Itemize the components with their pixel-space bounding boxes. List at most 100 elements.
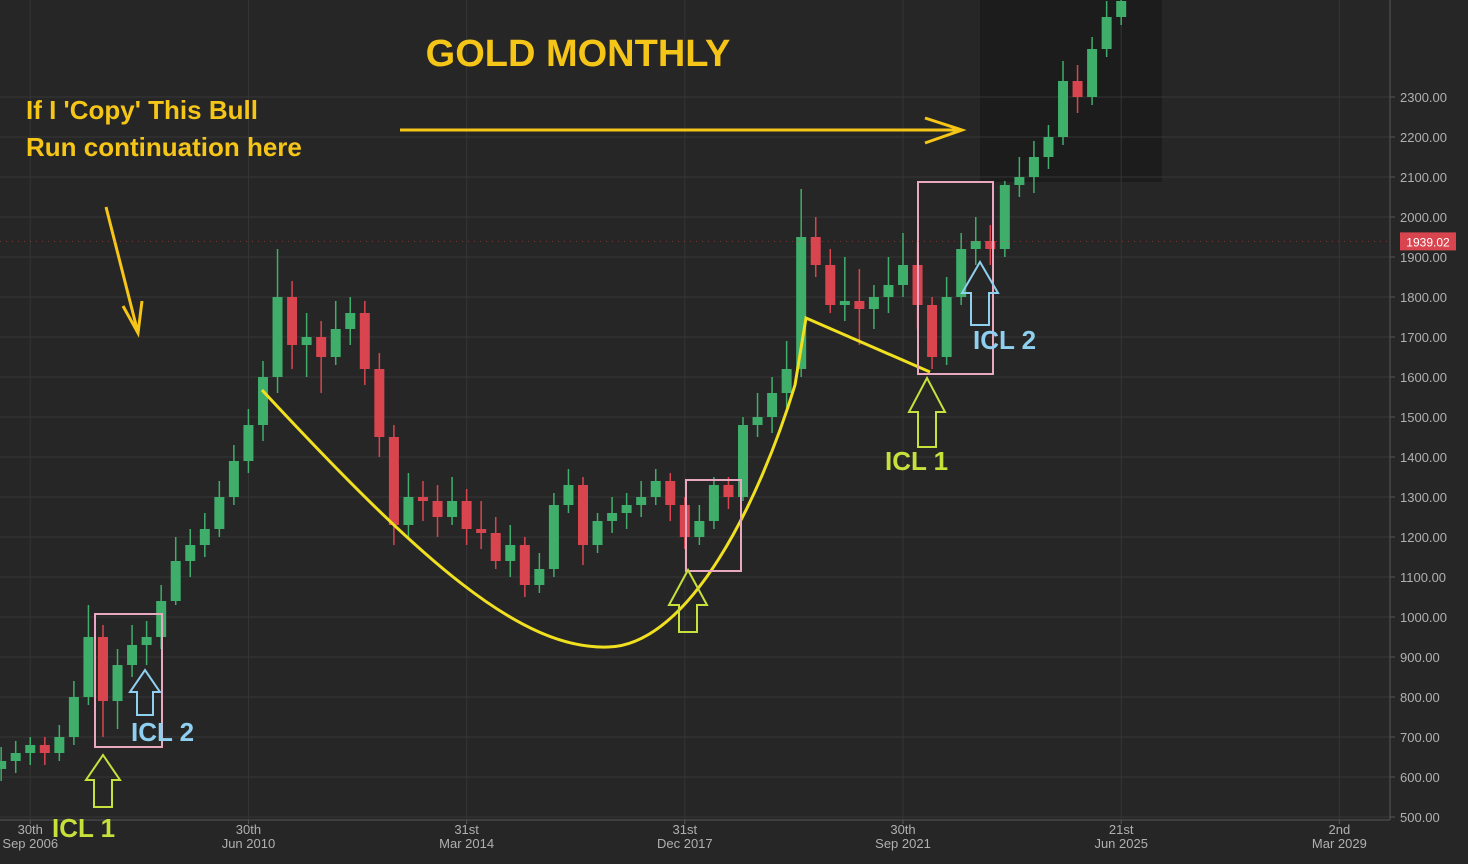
- cup-curve: [260, 315, 931, 649]
- arrow-head: [121, 300, 144, 338]
- candle-body: [607, 513, 618, 521]
- y-tick-label: 1400.00: [1400, 450, 1447, 465]
- candle-body: [243, 425, 254, 461]
- y-tick-label: 2000.00: [1400, 210, 1447, 225]
- candle-body: [374, 369, 385, 437]
- candle-body: [1058, 81, 1069, 137]
- candle-body: [214, 497, 225, 529]
- candle-body: [388, 437, 399, 525]
- candle-body: [272, 297, 283, 377]
- dark-panel: [980, 0, 1162, 182]
- candle-body: [359, 313, 370, 369]
- candle-body: [1043, 137, 1054, 157]
- y-tick-label: 900.00: [1400, 650, 1440, 665]
- candle-body: [490, 533, 501, 561]
- annotation: If I 'Copy' This Bull: [26, 95, 258, 125]
- candle-body: [112, 665, 123, 701]
- candle-body: [316, 337, 327, 357]
- arrow-up: [84, 753, 122, 808]
- candle-body: [738, 425, 749, 497]
- y-tick-label: 1800.00: [1400, 290, 1447, 305]
- annotation: ICL 2: [131, 717, 194, 747]
- candle-body: [25, 745, 36, 753]
- annotation: ICL 2: [973, 325, 1036, 355]
- candle-body: [432, 501, 443, 517]
- candle-body: [505, 545, 516, 561]
- candle-body: [10, 753, 21, 761]
- candle-body: [39, 745, 50, 753]
- candle-body: [941, 297, 952, 357]
- candle-body: [577, 485, 588, 545]
- candle-body: [447, 501, 458, 517]
- candle-body: [1072, 81, 1083, 97]
- y-tick-label: 1900.00: [1400, 250, 1447, 265]
- y-tick-label: 1600.00: [1400, 370, 1447, 385]
- candle-body: [330, 329, 341, 357]
- candle-body: [403, 497, 414, 525]
- candle-body: [752, 417, 763, 425]
- candle-body: [257, 377, 268, 425]
- candle-body: [417, 497, 428, 501]
- candle-body: [665, 481, 676, 505]
- y-tick-label: 2200.00: [1400, 130, 1447, 145]
- candle-body: [519, 545, 530, 585]
- y-tick-label: 500.00: [1400, 810, 1440, 825]
- candle-body: [825, 265, 836, 305]
- x-tick-label: 30th Sep 2021: [875, 822, 931, 851]
- candle-body: [141, 637, 152, 645]
- box: [917, 181, 994, 375]
- candle-body: [534, 569, 545, 585]
- arrow-up: [960, 260, 1000, 326]
- candle-body: [127, 645, 138, 665]
- annotation: ICL 1: [52, 813, 115, 843]
- y-tick-label: 2300.00: [1400, 90, 1447, 105]
- arrow-up: [907, 375, 947, 448]
- y-tick-label: 1500.00: [1400, 410, 1447, 425]
- candle-body: [97, 637, 108, 701]
- box: [94, 613, 163, 748]
- candle-body: [999, 185, 1010, 249]
- candle-body: [170, 561, 181, 601]
- candle-body: [927, 305, 938, 357]
- candle-body: [956, 249, 967, 297]
- candle-body: [83, 637, 94, 697]
- candle-body: [592, 521, 603, 545]
- candle-body: [228, 461, 239, 497]
- candle-body: [839, 301, 850, 305]
- candle-body: [345, 313, 356, 329]
- last-price-label: 1939.02: [1406, 235, 1450, 249]
- y-tick-label: 600.00: [1400, 770, 1440, 785]
- candle-body: [810, 237, 821, 265]
- candle-body: [868, 297, 879, 309]
- box: [685, 479, 742, 572]
- y-tick-label: 1700.00: [1400, 330, 1447, 345]
- candle-body: [650, 481, 661, 497]
- y-tick-label: 700.00: [1400, 730, 1440, 745]
- arrow-head: [924, 116, 967, 145]
- last-price-box: [1400, 232, 1456, 251]
- x-tick-label: 2nd Mar 2029: [1312, 822, 1367, 851]
- candle-body: [1087, 49, 1098, 97]
- candle-body: [781, 369, 792, 393]
- candle-body: [767, 393, 778, 417]
- candle-body: [287, 297, 298, 345]
- candle-body: [621, 505, 632, 513]
- candle-body: [883, 285, 894, 297]
- x-tick-label: 30th Sep 2006: [2, 822, 58, 851]
- candle-body: [708, 485, 719, 521]
- chart-title: GOLD MONTHLY: [426, 33, 731, 75]
- y-tick-label: 1200.00: [1400, 530, 1447, 545]
- candle-body: [970, 241, 981, 249]
- y-tick-label: 1000.00: [1400, 610, 1447, 625]
- x-tick-label: 31st Mar 2014: [439, 822, 494, 851]
- candle-body: [476, 529, 487, 533]
- y-tick-label: 800.00: [1400, 690, 1440, 705]
- y-tick-label: 1300.00: [1400, 490, 1447, 505]
- arrow-up: [667, 567, 709, 633]
- candle-body: [854, 301, 865, 309]
- candle-body: [1014, 177, 1025, 185]
- candle-body: [68, 697, 79, 737]
- candle-body: [185, 545, 196, 561]
